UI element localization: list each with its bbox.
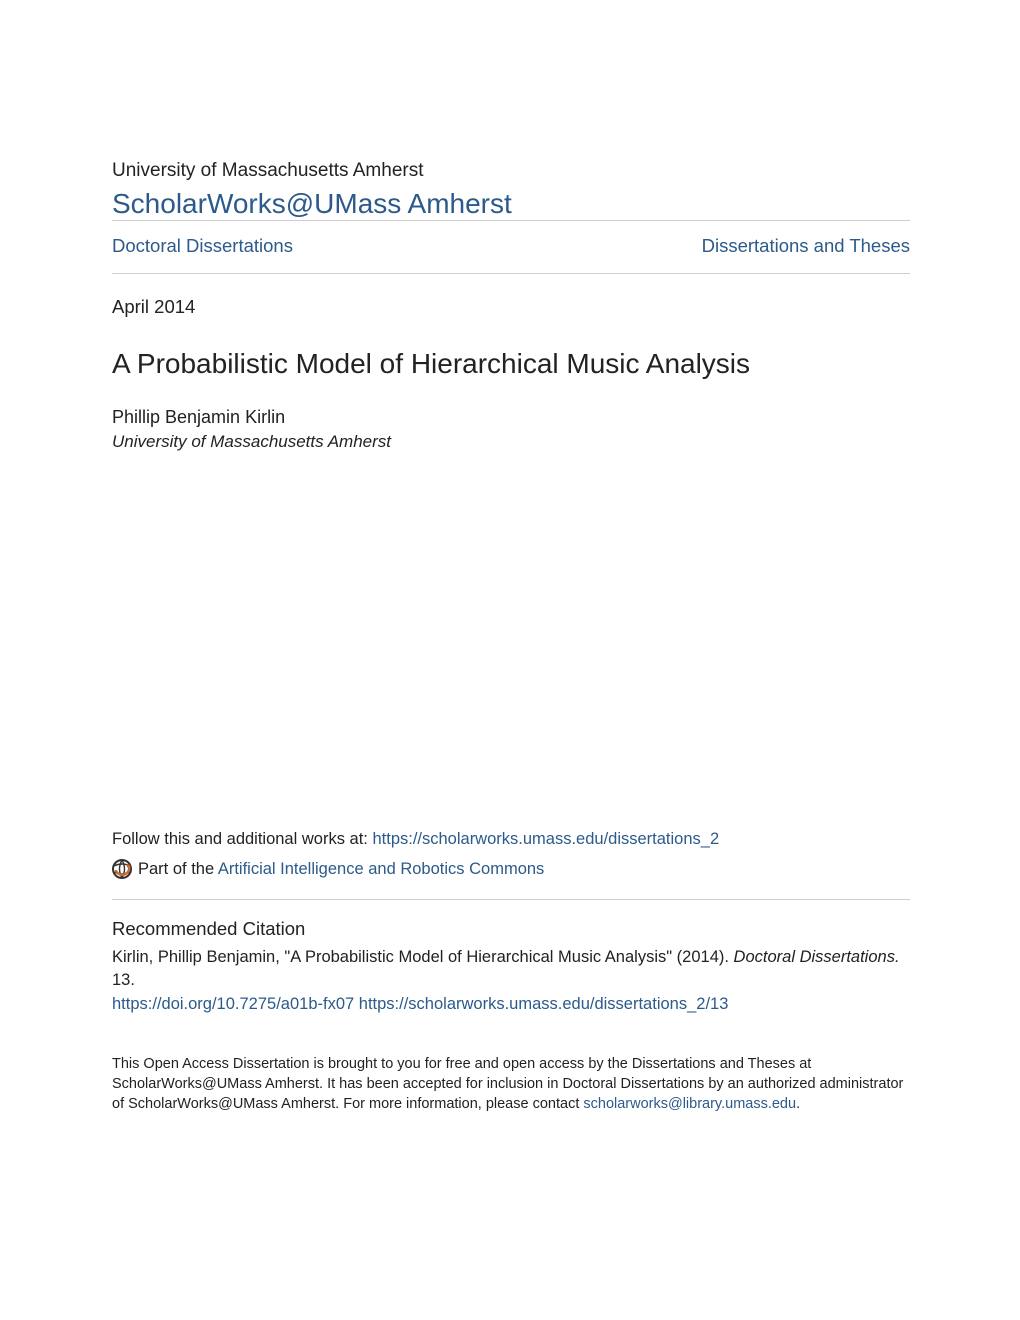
- network-icon: [112, 859, 132, 879]
- citation-plain-1: Kirlin, Phillip Benjamin, "A Probabilist…: [112, 948, 734, 966]
- repository-title-link[interactable]: ScholarWorks@UMass Amherst: [112, 188, 512, 219]
- divider-citation-top: [112, 899, 910, 900]
- follow-url-link[interactable]: https://scholarworks.umass.edu/dissertat…: [372, 830, 719, 848]
- part-of-row: Part of the Artificial Intelligence and …: [112, 859, 910, 879]
- permalink-link[interactable]: https://scholarworks.umass.edu/dissertat…: [359, 995, 729, 1013]
- institution-name: University of Massachusetts Amherst: [112, 160, 910, 182]
- citation-plain-2: 13.: [112, 971, 135, 989]
- vertical-spacer: [112, 452, 910, 830]
- doi-link[interactable]: https://doi.org/10.7275/a01b-fx07: [112, 995, 354, 1013]
- commons-link[interactable]: Artificial Intelligence and Robotics Com…: [218, 860, 544, 878]
- work-title: A Probabilistic Model of Hierarchical Mu…: [112, 346, 910, 381]
- author-name: Phillip Benjamin Kirlin: [112, 407, 910, 428]
- publication-date: April 2014: [112, 296, 910, 318]
- author-affiliation: University of Massachusetts Amherst: [112, 432, 910, 452]
- contact-email-link[interactable]: scholarworks@library.umass.edu: [583, 1096, 796, 1112]
- follow-prefix: Follow this and additional works at:: [112, 830, 372, 848]
- disclaimer-text-2: .: [796, 1096, 800, 1112]
- follow-line: Follow this and additional works at: htt…: [112, 830, 910, 849]
- citation-italic-1: Doctoral Dissertations.: [734, 948, 900, 966]
- breadcrumb-nav: Doctoral Dissertations Dissertations and…: [112, 221, 910, 273]
- recommended-citation-heading: Recommended Citation: [112, 918, 910, 940]
- nav-left-link[interactable]: Doctoral Dissertations: [112, 235, 293, 257]
- citation-links: https://doi.org/10.7275/a01b-fx07 https:…: [112, 995, 910, 1014]
- page-container: University of Massachusetts Amherst Scho…: [0, 0, 1020, 1185]
- part-of-text: Part of the Artificial Intelligence and …: [138, 860, 544, 879]
- citation-text: Kirlin, Phillip Benjamin, "A Probabilist…: [112, 946, 910, 993]
- part-of-prefix: Part of the: [138, 860, 218, 878]
- divider-nav-bottom: [112, 273, 910, 274]
- access-disclaimer: This Open Access Dissertation is brought…: [112, 1054, 910, 1115]
- nav-right-link[interactable]: Dissertations and Theses: [702, 235, 910, 257]
